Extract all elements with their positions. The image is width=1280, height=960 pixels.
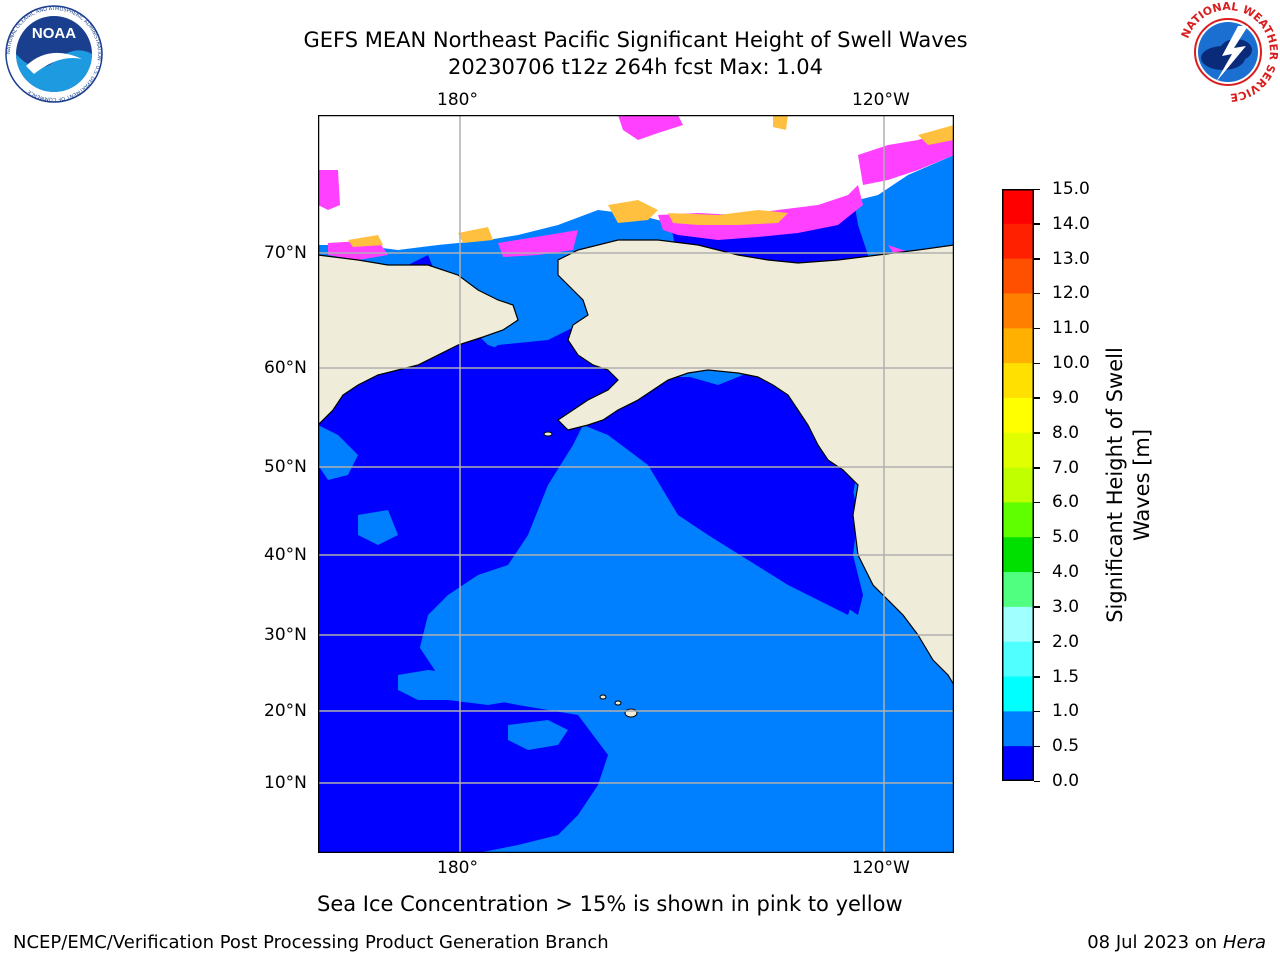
colorbar-tick-mark bbox=[1034, 745, 1040, 748]
colorbar-tick-label: 0.5 bbox=[1052, 736, 1080, 757]
noaa-logo: NOAA NATIONAL OCEANIC AND ATMOSPHERIC AD… bbox=[5, 5, 103, 103]
lat-label-10n: 10°N bbox=[264, 773, 307, 793]
sea-ice-region bbox=[318, 115, 954, 250]
colorbar-label-line2: Waves [m] bbox=[1130, 428, 1154, 542]
lon-label-top-180: 180° bbox=[437, 90, 478, 110]
colorbar-segment bbox=[1002, 676, 1034, 712]
colorbar-tick-mark bbox=[1034, 606, 1040, 608]
colorbar-tick-mark bbox=[1034, 536, 1040, 539]
colorbar-tick-label: 12.0 bbox=[1052, 283, 1090, 304]
lon-label-bottom-120w: 120°W bbox=[852, 858, 910, 878]
graticule bbox=[318, 115, 954, 853]
colorbar-tick-mark bbox=[1034, 467, 1040, 469]
colorbar-tick-label: 4.0 bbox=[1052, 562, 1080, 583]
lat-label-70n: 70°N bbox=[264, 243, 307, 263]
colorbar-segment bbox=[1002, 572, 1034, 608]
colorbar-tick-mark bbox=[1034, 362, 1040, 365]
colorbar-label-line1: Significant Height of Swell bbox=[1103, 347, 1127, 623]
colorbar-tick-mark bbox=[1034, 292, 1040, 295]
footer-right: 08 Jul 2023 on Hera bbox=[1087, 932, 1266, 954]
colorbar-tick-label: 11.0 bbox=[1052, 318, 1090, 339]
nws-logo: NATIONAL WEATHER SERVICE bbox=[1179, 2, 1278, 102]
noaa-logo-text: NOAA bbox=[32, 25, 76, 42]
colorbar-tick-label: 3.0 bbox=[1052, 596, 1080, 617]
colorbar-tick-label: 13.0 bbox=[1052, 248, 1090, 269]
lat-label-40n: 40°N bbox=[264, 545, 307, 565]
colorbar-tick-mark bbox=[1034, 571, 1040, 574]
colorbar-segment bbox=[1002, 641, 1034, 678]
colorbar-tick-mark bbox=[1034, 327, 1040, 330]
land-asia bbox=[318, 254, 519, 426]
colorbar-segment bbox=[1002, 711, 1034, 747]
colorbar-tick-label: 1.0 bbox=[1052, 701, 1080, 722]
colorbar-tick-mark bbox=[1034, 501, 1040, 504]
lat-label-50n: 50°N bbox=[264, 457, 307, 477]
lat-label-20n: 20°N bbox=[264, 701, 307, 721]
footer-host: Hera bbox=[1222, 932, 1266, 953]
colorbar-tick-label: 7.0 bbox=[1052, 457, 1080, 478]
colorbar-segment bbox=[1002, 293, 1034, 329]
colorbar-tick-label: 9.0 bbox=[1052, 387, 1080, 408]
colorbar-tick-label: 8.0 bbox=[1052, 422, 1080, 443]
colorbar-segment bbox=[1002, 328, 1034, 364]
chart-title: GEFS MEAN Northeast Pacific Significant … bbox=[303, 28, 968, 52]
colorbar-tick-mark bbox=[1034, 710, 1040, 713]
colorbar-tick-label: 15.0 bbox=[1052, 179, 1090, 199]
colorbar-segment bbox=[1002, 223, 1034, 260]
lat-label-30n: 30°N bbox=[264, 625, 307, 645]
colorbar-segment bbox=[1002, 746, 1034, 781]
colorbar-segment bbox=[1002, 189, 1034, 225]
colorbar-tick-mark bbox=[1034, 188, 1040, 190]
lon-label-bottom-180: 180° bbox=[437, 858, 478, 878]
colorbar bbox=[1002, 189, 1034, 781]
footer-date: 08 Jul 2023 on bbox=[1087, 932, 1223, 953]
colorbar-segment bbox=[1002, 432, 1034, 469]
colorbar-segment bbox=[1002, 537, 1034, 573]
sea-ice-note: Sea Ice Concentration > 15% is shown in … bbox=[317, 892, 903, 916]
colorbar-tick-label: 14.0 bbox=[1052, 213, 1090, 234]
map-panel bbox=[318, 115, 954, 853]
land-north-america bbox=[557, 239, 954, 687]
colorbar-tick-label: 2.0 bbox=[1052, 631, 1080, 652]
colorbar-tick-label: 0.0 bbox=[1052, 771, 1080, 791]
colorbar-tick-mark bbox=[1034, 258, 1040, 260]
colorbar-tick-mark bbox=[1034, 223, 1040, 225]
colorbar-tick-mark bbox=[1034, 397, 1040, 399]
colorbar-segment bbox=[1002, 397, 1034, 434]
colorbar-tick-label: 1.5 bbox=[1052, 666, 1080, 687]
colorbar-tick-mark bbox=[1034, 641, 1040, 643]
colorbar-segment bbox=[1002, 363, 1034, 399]
colorbar-tick-label: 10.0 bbox=[1052, 353, 1090, 374]
footer-left: NCEP/EMC/Verification Post Processing Pr… bbox=[13, 932, 609, 953]
colorbar-segment bbox=[1002, 467, 1034, 503]
colorbar-tick-mark bbox=[1034, 432, 1040, 434]
lon-label-top-120w: 120°W bbox=[852, 90, 910, 110]
chart-subtitle: 20230706 t12z 264h fcst Max: 1.04 bbox=[448, 55, 823, 79]
colorbar-tick-label: 6.0 bbox=[1052, 492, 1080, 513]
colorbar-tick-label: 5.0 bbox=[1052, 527, 1080, 548]
colorbar-tick-mark bbox=[1034, 780, 1040, 782]
colorbar-segment bbox=[1002, 502, 1034, 538]
colorbar-tick-mark bbox=[1034, 676, 1040, 678]
colorbar-segment bbox=[1002, 606, 1034, 643]
colorbar-segment bbox=[1002, 258, 1034, 294]
lat-label-60n: 60°N bbox=[264, 358, 307, 378]
